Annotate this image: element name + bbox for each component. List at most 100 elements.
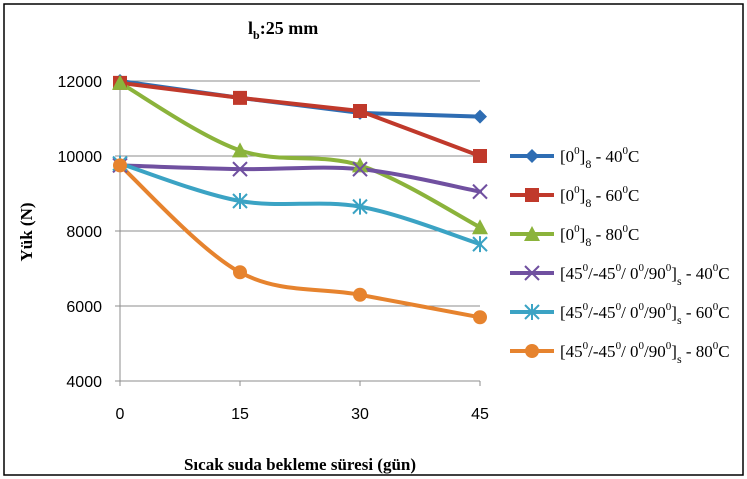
x-tick-label: 30 [351,406,369,423]
legend-item: [00]8 - 600C [510,184,639,210]
legend-label-part: 0 [666,340,672,352]
data-point [232,193,248,209]
legend-label-part: 0 [623,184,629,196]
legend-label-part: - 60 [682,303,713,322]
series-lines [118,79,482,320]
legend-label: [00]8 - 800C [560,223,639,249]
legend-label-part: 0 [616,262,622,274]
legend-label-part: / 0 [621,342,638,361]
legend-label-part: [45 [560,303,583,322]
legend-label: [450/-450/ 00/900]s - 800C [560,340,730,366]
legend-label-part: 0 [713,301,719,313]
legend-label-part: - 40 [682,264,713,283]
x-tick-labels: 0 15 30 45 [116,406,489,423]
legend-label-part: s [677,352,682,366]
marker-stroke [352,161,368,177]
marker-stroke [232,161,248,177]
legend-label-part: s [677,313,682,327]
data-point [353,104,367,118]
data-point [232,161,248,177]
data-point [473,149,487,163]
data-point [232,142,248,158]
series-line [118,163,482,194]
legend-label-part: - 60 [591,186,622,205]
legend-label-part: C [718,303,729,322]
legend-label: [450/-450/ 00/900]s - 400C [560,262,730,288]
legend-item: [450/-450/ 00/900]s - 800C [510,340,730,366]
legend-label-part: ] [580,186,586,205]
legend-label-part: [45 [560,264,583,283]
y-tick-label: 10000 [58,149,103,166]
legend-label-part: /90 [644,303,666,322]
legend-label-part: [45 [560,342,583,361]
x-tick-label: 0 [116,406,125,423]
legend-label-part: 0 [583,340,589,352]
legend-label-part: /-45 [588,303,615,322]
legend-label-part: 0 [623,145,629,157]
marker-stroke [524,265,540,281]
legend-swatch-marker [525,149,539,163]
legend-label: [00]8 - 600C [560,184,639,210]
legend-label-part: 0 [639,262,645,274]
data-point [233,90,247,105]
legend-label-part: 0 [713,262,719,274]
legend-label-part: 0 [639,301,645,313]
legend-label-part: ] [580,225,586,244]
y-tick-label: 8000 [66,224,102,241]
series-line [118,161,482,247]
legend-item: [450/-450/ 00/900]s - 400C [510,262,730,288]
legend-item: [00]8 - 400C [510,145,639,171]
legend-label-part: [0 [560,186,574,205]
legend-label-part: - 40 [591,147,622,166]
data-point [112,74,128,90]
legend-label-part: 8 [585,235,591,249]
legend-label-part: ] [671,342,677,361]
series-line [118,80,482,158]
y-tick-label: 4000 [66,374,102,391]
legend-label-part: ] [580,147,586,166]
legend-swatch-marker [524,304,540,320]
legend-label-part: C [628,186,639,205]
legend-label-part: C [628,225,639,244]
legend-label-part: 0 [574,223,580,235]
legend-label-part: ] [671,264,677,283]
legend-label-part: 0 [713,340,719,352]
legend-label-part: 8 [585,157,591,171]
legend-label-part: - 80 [591,225,622,244]
legend-swatch-marker [525,344,539,358]
x-tick-label: 15 [231,406,249,423]
marker-stroke [472,183,488,200]
legend-label-part: / 0 [621,264,638,283]
legend-label-part: 0 [666,301,672,313]
series-markers [112,74,488,325]
y-tick-labels: 4000 6000 8000 10000 12000 [58,74,103,391]
legend-label-part: C [718,264,729,283]
legend-label-part: s [677,274,682,288]
legend-item: [00]8 - 800C [510,223,639,249]
legend-label-part: 0 [616,301,622,313]
legend-label-part: 0 [623,223,629,235]
legend-label-part: C [628,147,639,166]
legend-label-part: 0 [583,301,589,313]
series-line [118,80,482,230]
gridlines [120,80,480,307]
legend-label-part: 0 [583,262,589,274]
legend-swatch-marker [524,226,540,241]
x-tick-label: 45 [471,406,489,423]
legend-swatch-marker [525,188,539,202]
legend-label-part: 0 [666,262,672,274]
legend-label-part: /-45 [588,342,615,361]
legend-label-part: / 0 [621,303,638,322]
legend-label-part: /90 [644,264,666,283]
legend-item: [450/-450/ 00/900]s - 600C [510,301,730,327]
data-point [472,183,488,200]
y-tick-label: 12000 [58,74,103,91]
data-point [473,109,487,124]
legend-label-part: ] [671,303,677,322]
legend-label-part: C [718,342,729,361]
legend-label-part: [0 [560,147,574,166]
legend-label: [00]8 - 400C [560,145,639,171]
y-axis-title: Yük (N) [17,202,36,261]
legend-label-part: /90 [644,342,666,361]
